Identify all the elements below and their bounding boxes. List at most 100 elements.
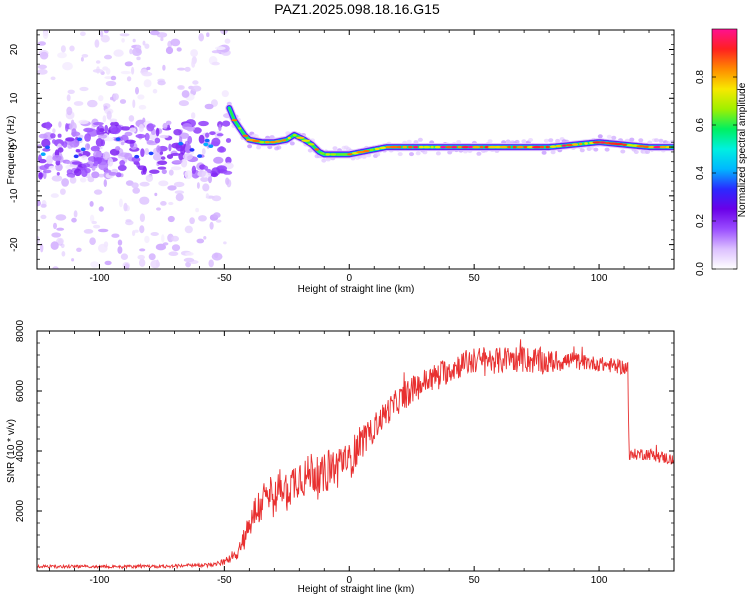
noise-blob [217, 146, 227, 153]
noise-blob [65, 137, 75, 142]
ridge-peak [578, 142, 583, 146]
x-tick-label: 100 [591, 575, 608, 586]
noise-blob [78, 153, 82, 157]
noise-blob [124, 131, 133, 137]
noise-blob [89, 201, 94, 207]
noise-blob [60, 188, 66, 195]
noise-blob [83, 229, 94, 234]
ridge-peak [407, 145, 413, 149]
ridge-peak [413, 145, 419, 149]
noise-blob [209, 221, 214, 230]
noise-blob [190, 49, 199, 58]
noise-blob [135, 86, 139, 95]
ridge-halo [629, 137, 635, 142]
noise-blob [83, 127, 94, 133]
noise-blob [225, 156, 232, 165]
snr-background [37, 331, 674, 571]
noise-blob [89, 237, 96, 245]
noise-blob [124, 263, 130, 269]
noise-blob [156, 207, 161, 211]
noise-blob [80, 31, 86, 37]
noise-peak [40, 152, 46, 156]
noise-peak [77, 137, 83, 142]
noise-blob [139, 248, 146, 252]
noise-blob [60, 45, 66, 53]
noise-blob [167, 185, 177, 191]
noise-blob [136, 56, 141, 61]
noise-blob [91, 165, 96, 171]
colorbar-gradient [712, 29, 737, 269]
noise-blob [144, 235, 150, 244]
ridge-peak [231, 119, 238, 122]
noise-blob [52, 154, 62, 162]
noise-blob [98, 128, 105, 133]
ridge-peak [523, 145, 528, 149]
ridge-halo [633, 150, 639, 154]
noise-blob [57, 52, 67, 59]
ridge-halo [550, 150, 556, 155]
noise-blob [98, 206, 104, 212]
noise-blob [125, 219, 132, 223]
ridge-peak [467, 145, 474, 149]
ridge-halo [422, 150, 428, 155]
noise-blob [213, 212, 221, 219]
noise-blob [155, 243, 167, 251]
noise-blob [93, 189, 103, 195]
ridge-peak [397, 145, 402, 149]
noise-blob [192, 80, 199, 85]
noise-blob [200, 176, 209, 182]
noise-blob [208, 259, 214, 268]
noise-blob [146, 140, 154, 144]
noise-blob [37, 235, 40, 245]
noise-blob [187, 135, 193, 145]
noise-blob [113, 49, 124, 57]
noise-blob [79, 177, 87, 183]
noise-blob [37, 41, 47, 46]
noise-blob [191, 165, 197, 174]
noise-blob [81, 168, 88, 178]
noise-blob [196, 238, 205, 244]
noise-blob [197, 170, 206, 178]
noise-peak [115, 137, 121, 141]
noise-blob [152, 153, 163, 161]
ridge-peak [516, 145, 524, 149]
x-tick-label: 50 [469, 273, 481, 284]
colorbar-label: Normalized spectral amplitude [737, 82, 748, 217]
ridge-peak [599, 141, 607, 144]
ridge-peak [269, 141, 276, 144]
ridge-halo [406, 139, 412, 144]
ridge-peak [242, 134, 249, 137]
noise-blob [168, 143, 172, 152]
noise-blob [211, 50, 221, 54]
noise-blob [78, 119, 89, 125]
noise-blob [139, 258, 146, 267]
noise-blob [117, 239, 123, 246]
noise-blob [90, 145, 100, 152]
snr-x-axis-label: Height of straight line (km) [298, 584, 415, 595]
noise-blob [160, 201, 167, 206]
noise-blob [50, 76, 56, 81]
noise-blob [67, 89, 75, 95]
ridge-peak [494, 145, 502, 149]
noise-blob [110, 75, 117, 81]
ridge-peak [319, 152, 325, 155]
ridge-peak [499, 145, 508, 149]
noise-blob [66, 94, 71, 102]
ridge-halo [514, 139, 520, 144]
noise-blob [111, 233, 120, 238]
noise-blob [69, 45, 75, 52]
ridge-peak [487, 145, 498, 149]
noise-blob [85, 143, 90, 151]
noise-blob [120, 70, 131, 75]
noise-blob [160, 156, 166, 160]
noise-blob [69, 176, 77, 184]
ridge-peak [238, 127, 242, 130]
noise-blob [120, 141, 125, 146]
noise-blob [174, 190, 185, 194]
ridge-peak [287, 136, 291, 140]
noise-blob [38, 133, 48, 139]
noise-blob [98, 95, 104, 102]
noise-blob [97, 134, 108, 139]
noise-blob [41, 138, 51, 148]
